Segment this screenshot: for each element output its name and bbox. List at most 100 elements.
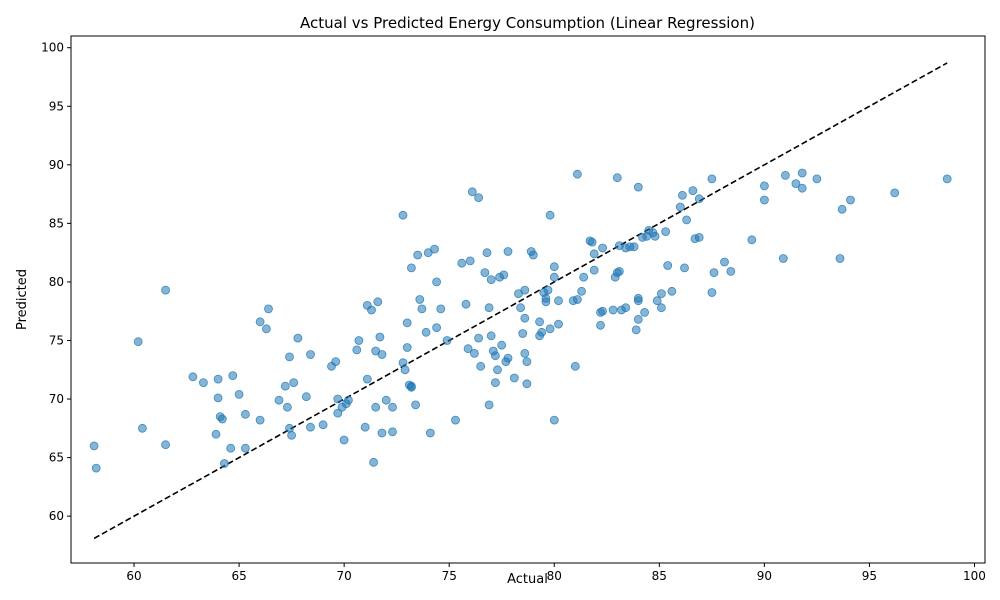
x-axis-ticks: 60 65 70 75 80 85 90 95 100 [126, 563, 986, 583]
data-point [657, 303, 666, 313]
data-point [760, 195, 769, 205]
data-point [486, 275, 496, 285]
data-point [518, 329, 528, 338]
data-point [388, 427, 397, 437]
data-point [430, 244, 439, 254]
data-point [406, 382, 416, 392]
data-point [621, 303, 631, 313]
data-point [631, 325, 641, 335]
data-point [469, 348, 479, 358]
x-tick-label: 85 [652, 569, 667, 583]
data-point [778, 254, 788, 263]
data-point [188, 372, 198, 382]
data-point [680, 263, 689, 273]
data-point [760, 181, 769, 191]
data-point [411, 400, 421, 410]
data-point [264, 304, 273, 314]
data-point [707, 174, 717, 184]
data-point [287, 430, 297, 440]
data-point [333, 394, 343, 404]
plot-area [70, 35, 986, 564]
data-point [707, 288, 717, 297]
data-point [554, 319, 563, 329]
data-point [463, 344, 473, 354]
data-point [476, 361, 486, 371]
data-point [791, 179, 801, 189]
data-point [255, 415, 265, 425]
data-point [484, 400, 494, 410]
data-point [493, 365, 502, 375]
data-point [461, 299, 471, 309]
data-point [573, 169, 582, 179]
data-point [549, 262, 559, 272]
data-point [377, 350, 387, 359]
y-tick-label: 80 [49, 275, 64, 289]
data-point [219, 459, 229, 468]
data-point [598, 306, 607, 316]
y-tick-label: 85 [49, 216, 64, 230]
data-point [520, 348, 530, 358]
data-point [432, 277, 442, 287]
data-point [503, 247, 513, 256]
data-point [661, 227, 670, 237]
data-point [425, 428, 435, 438]
data-point [280, 381, 290, 391]
x-tick-label: 70 [337, 569, 352, 583]
data-point [486, 331, 496, 341]
data-point [89, 441, 99, 451]
data-point [282, 402, 292, 412]
data-point [415, 295, 425, 304]
plot-background [71, 36, 985, 563]
x-tick-label: 75 [442, 569, 457, 583]
data-point [482, 248, 492, 258]
data-point [91, 463, 101, 473]
data-point [406, 263, 416, 273]
data-point [694, 194, 704, 204]
data-point [240, 409, 250, 419]
data-point [537, 327, 547, 337]
plot-frame [70, 35, 986, 564]
y-tick-label: 90 [49, 158, 64, 172]
data-point [234, 389, 244, 399]
data-point [549, 272, 559, 282]
data-point [228, 371, 238, 381]
data-point [545, 324, 555, 334]
data-point [942, 174, 952, 184]
data-point [650, 231, 660, 241]
data-point [442, 336, 452, 345]
y-tick-label: 95 [49, 99, 64, 113]
data-point [400, 365, 410, 375]
data-point [528, 250, 538, 260]
data-point [545, 210, 555, 220]
data-point [285, 352, 294, 362]
data-point [255, 317, 265, 327]
data-point [633, 293, 643, 303]
data-point [388, 402, 397, 412]
data-point [694, 232, 704, 242]
data-point [596, 320, 605, 330]
y-tick-label: 75 [49, 333, 64, 347]
data-point [573, 295, 582, 304]
data-point [579, 272, 589, 282]
y-tick-label: 65 [49, 451, 64, 465]
data-point [598, 243, 607, 253]
data-point [467, 187, 477, 197]
data-point [474, 193, 484, 203]
data-point [587, 237, 597, 247]
data-point [615, 266, 624, 276]
y-tick-label: 60 [49, 509, 64, 523]
data-point [474, 333, 484, 343]
data-points-group [89, 168, 952, 473]
data-point [747, 235, 757, 245]
data-point [890, 188, 900, 198]
data-point [549, 415, 559, 425]
data-point [421, 327, 431, 337]
data-point [663, 261, 673, 270]
data-point [490, 378, 500, 388]
x-tick-label: 90 [757, 569, 772, 583]
data-point [522, 357, 532, 367]
data-point [161, 440, 171, 450]
data-point [226, 443, 236, 453]
data-point [398, 210, 408, 220]
